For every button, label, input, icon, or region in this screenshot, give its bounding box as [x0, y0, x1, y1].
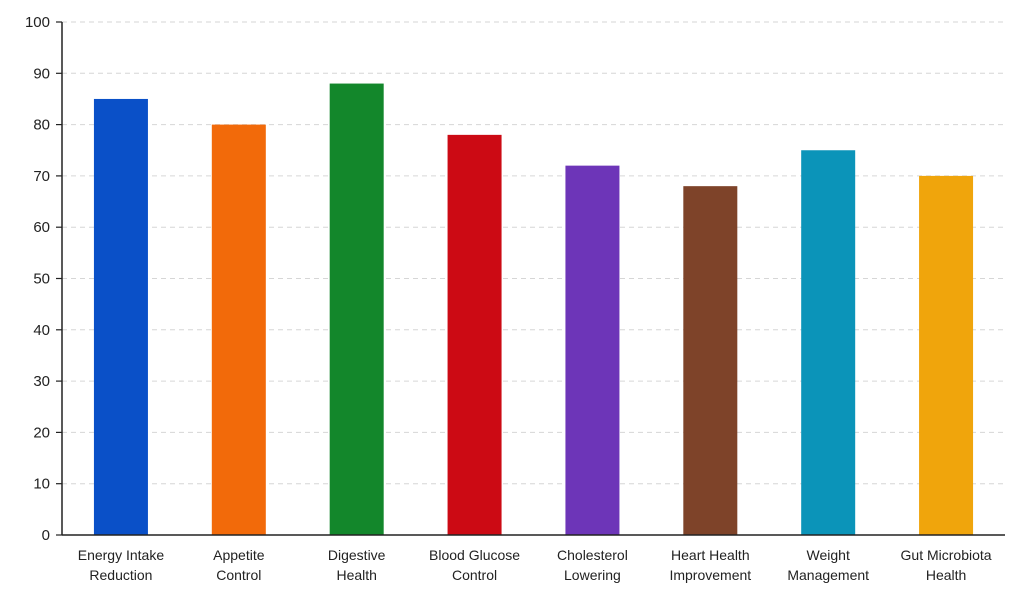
x-category-label-line: Management — [787, 567, 869, 583]
bar-7 — [919, 175, 974, 535]
x-category-label-line: Lowering — [564, 567, 621, 583]
x-category-label-line: Blood Glucose — [429, 547, 520, 563]
bar-4 — [565, 165, 620, 535]
bars — [93, 83, 974, 536]
x-category-label-line: Digestive — [328, 547, 386, 563]
x-category-label: Gut Microbiota Health — [901, 547, 992, 583]
y-tick-label: 40 — [33, 322, 50, 339]
x-category-label: Heart Health Improvement — [669, 547, 751, 583]
bar-0 — [93, 98, 148, 535]
x-category-label-line: Cholesterol — [557, 547, 628, 563]
x-category-label-line: Gut Microbiota — [901, 547, 992, 563]
x-category-label-line: Control — [452, 567, 497, 583]
y-tick-label: 10 — [33, 476, 50, 493]
x-category-label-line: Heart Health — [671, 547, 750, 563]
x-tick-labels: Energy Intake Reduction Appetite Control Dig… — [78, 547, 992, 583]
x-category-label-line: Control — [216, 567, 261, 583]
x-category-label: Digestive Health — [328, 547, 386, 583]
y-tick-label: 90 — [33, 65, 50, 82]
bar-3 — [447, 134, 502, 536]
y-tick-label: 30 — [33, 373, 50, 390]
x-category-label: Energy Intake Reduction — [78, 547, 165, 583]
y-tick-label: 0 — [42, 527, 50, 544]
x-category-label: Weight Management — [787, 547, 869, 583]
x-category-label: Blood Glucose Control — [429, 547, 520, 583]
y-tick-labels: 0 10 20 30 40 50 60 70 80 90 100 — [25, 14, 62, 544]
x-category-label-line: Weight — [807, 547, 850, 563]
bar-5 — [683, 186, 738, 535]
y-tick-label: 20 — [33, 424, 50, 441]
bar-6 — [801, 150, 856, 535]
x-category-label: Appetite Control — [213, 547, 265, 583]
x-category-label-line: Energy Intake — [78, 547, 165, 563]
x-category-label-line: Improvement — [669, 567, 751, 583]
x-category-label-line: Reduction — [89, 567, 152, 583]
y-tick-label: 60 — [33, 219, 50, 236]
x-category-label-line: Health — [336, 567, 376, 583]
x-category-label-line: Health — [926, 567, 966, 583]
y-tick-label: 80 — [33, 117, 50, 134]
x-category-label: Cholesterol Lowering — [557, 547, 628, 583]
bar-2 — [329, 83, 384, 535]
y-tick-label: 70 — [33, 168, 50, 185]
x-category-label-line: Appetite — [213, 547, 265, 563]
grid-lines — [62, 21, 1005, 485]
bar-1 — [211, 124, 266, 535]
y-tick-label: 50 — [33, 271, 50, 288]
y-tick-label: 100 — [25, 14, 50, 31]
